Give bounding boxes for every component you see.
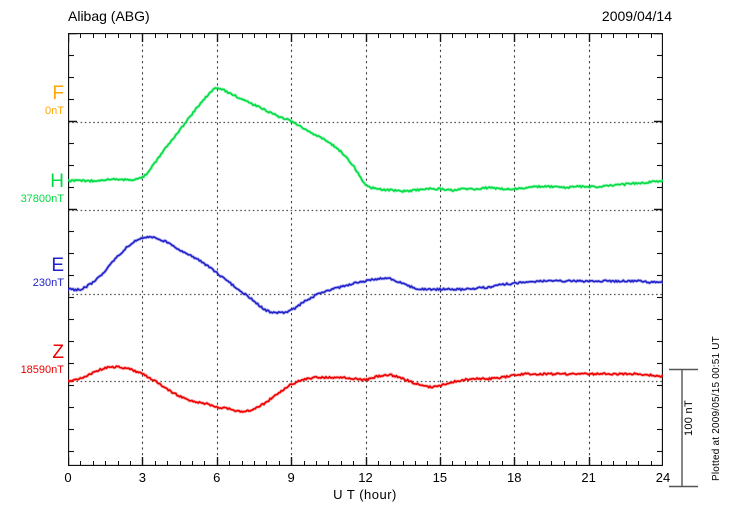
x-tick-label: 3: [138, 470, 146, 485]
x-tick-label: 18: [507, 470, 522, 485]
plot-area: [68, 33, 663, 466]
component-label-h: H 37800nT: [0, 172, 64, 205]
observation-date: 2009/04/14: [601, 8, 672, 24]
trace-h: [68, 87, 663, 193]
component-baseline-z: 18590nT: [20, 364, 64, 376]
component-label-e: E 230nT: [0, 256, 64, 289]
plot-frame: [68, 33, 663, 466]
component-baseline-e: 230nT: [32, 277, 64, 289]
component-code-h: H: [50, 171, 64, 192]
trace-glow-e: [68, 235, 663, 315]
component-label-f: F 0nT: [0, 84, 64, 117]
page-title: Alibag (ABG): [68, 8, 150, 24]
x-tick-label: 6: [213, 470, 221, 485]
plotted-at-stamp: Plotted at 2009/05/15 00:51 UT: [711, 336, 722, 481]
x-tick-label: 12: [358, 470, 373, 485]
component-baseline-f: 0nT: [45, 105, 64, 117]
trace-glow-h: [68, 86, 663, 194]
x-tick-label: 0: [64, 470, 72, 485]
x-tick-label: 24: [655, 470, 671, 485]
scale-bar-label: 100 nT: [683, 400, 695, 437]
component-label-z: Z 18590nT: [0, 343, 64, 376]
x-tick-label: 9: [287, 470, 295, 485]
scale-bar: [669, 368, 698, 488]
component-code-z: Z: [52, 342, 64, 363]
x-axis-title: U T (hour): [333, 487, 397, 502]
x-tick-label: 15: [432, 470, 448, 485]
trace-z: [68, 365, 663, 413]
x-tick-label: 21: [581, 470, 596, 485]
component-baseline-h: 37800nT: [20, 193, 64, 205]
component-code-f: F: [52, 83, 64, 104]
component-code-e: E: [51, 255, 64, 276]
trace-e: [68, 235, 663, 315]
plot-svg: [68, 33, 663, 466]
